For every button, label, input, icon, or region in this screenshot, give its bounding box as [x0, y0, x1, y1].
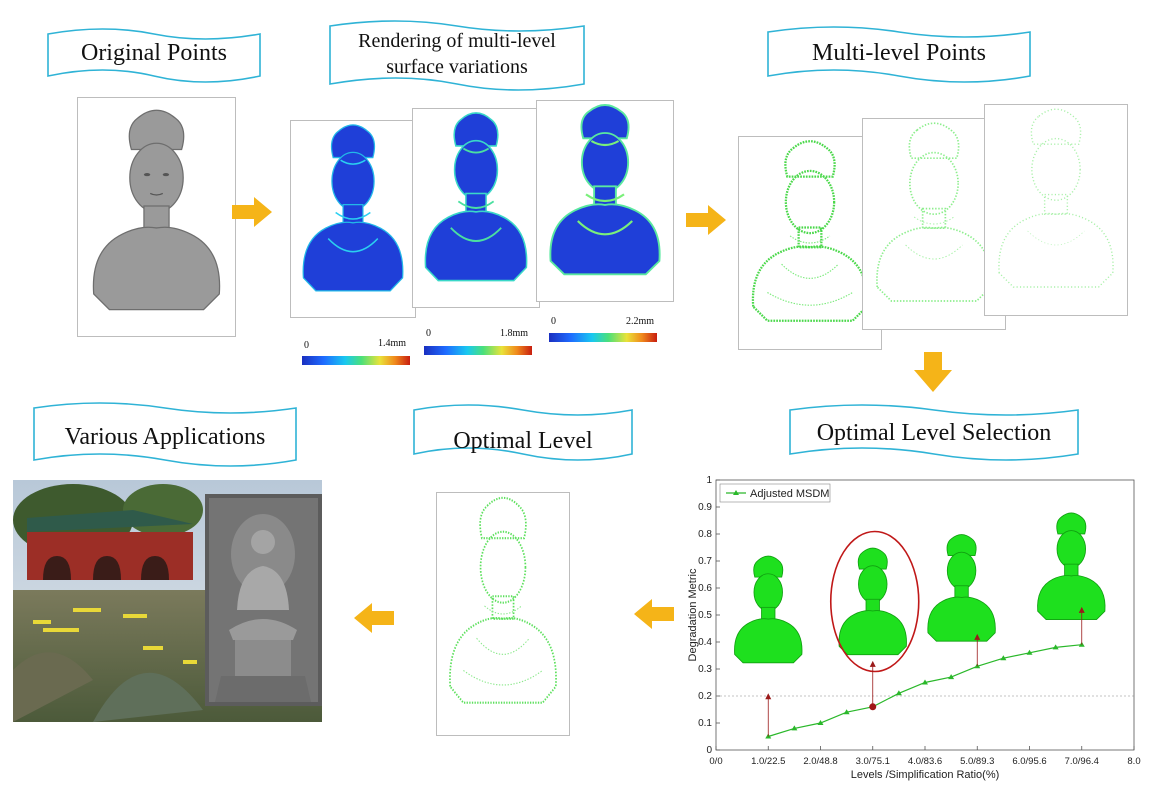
blue-statue-image: [302, 124, 404, 292]
left-arrow-icon: [354, 603, 394, 633]
colorbar-3-min: 0: [551, 316, 556, 327]
y-tick-label: 0.4: [698, 637, 712, 648]
x-tick-label: 4.0/83.6: [908, 756, 942, 767]
colorbar-2-min: 0: [426, 328, 431, 339]
green-points-statue: [998, 108, 1114, 288]
banner-label: Original Points: [80, 40, 227, 66]
right-arrow-icon: [232, 197, 272, 227]
applications-image: [13, 480, 322, 722]
banner-label: Optimal Level Selection: [816, 420, 1052, 446]
banner-shape: [47, 28, 261, 83]
surface-variation-image-3: [536, 100, 674, 302]
colorbar-3-max: 2.2mm: [626, 316, 655, 327]
colorbar-1-min: 0: [304, 340, 309, 351]
banner-label: Optimal Level: [453, 428, 593, 454]
y-tick-label: 0.7: [698, 556, 712, 567]
banner-optimal-level-selection: Optimal Level Selection: [786, 404, 1082, 466]
series-point: [791, 725, 798, 731]
banner-multi-level-points: Multi-level Points: [764, 26, 1034, 88]
pointer-head: [1078, 606, 1085, 613]
green-points-statue: [876, 122, 992, 302]
colorbar-2-max: 1.8mm: [500, 328, 529, 339]
green-statue-marker: [838, 547, 907, 656]
legend-label: Adjusted MSDM: [750, 488, 829, 500]
banner-rendering: Rendering of multi-level surface variati…: [326, 20, 588, 98]
x-tick-label: 6.0/95.6: [1012, 756, 1046, 767]
x-tick-label: 8.0: [1127, 756, 1140, 767]
x-tick-label: 1.0/22.5: [751, 756, 785, 767]
y-axis-label: Degradation Metric: [688, 568, 699, 661]
colorbar-1-max: 1.4mm: [378, 338, 407, 349]
highlight-circle: [829, 530, 920, 673]
y-tick-label: 0.2: [698, 691, 712, 702]
banner-shape: [413, 404, 633, 461]
colorbar-1: [302, 356, 410, 365]
banner-label-line2: surface variations: [386, 56, 528, 78]
banner-shape: [789, 404, 1079, 461]
down-arrow-icon: [914, 352, 952, 392]
y-tick-label: 0.5: [698, 610, 712, 621]
x-tick-label: 5.0/89.3: [960, 756, 994, 767]
series-point: [817, 720, 824, 725]
y-tick-label: 0.6: [698, 583, 712, 594]
x-tick-label: 0/0: [709, 756, 722, 767]
surface-variation-image-2: [412, 108, 540, 308]
x-tick-label: 7.0/96.4: [1065, 756, 1099, 767]
green-statue-marker: [927, 534, 996, 642]
green-statue-marker: [734, 555, 803, 664]
y-tick-label: 0.1: [698, 718, 712, 729]
multi-level-points-image-2: [862, 118, 1006, 330]
series-point: [843, 709, 850, 715]
banner-original-points: Original Points: [44, 28, 264, 88]
series-point: [1052, 644, 1059, 650]
virtual-scene-image: [13, 480, 322, 722]
optimal-level-image-frame: [436, 492, 570, 736]
legend-box: [719, 483, 831, 503]
banner-shape: [33, 402, 297, 467]
pointer-head: [974, 633, 981, 640]
series-line: [768, 644, 1082, 738]
green-statue-marker: [1037, 512, 1106, 621]
pointer-head: [869, 660, 876, 667]
x-axis-label: Levels /Simplification Ratio(%): [851, 769, 1000, 781]
banner-label: Various Applications: [64, 424, 266, 450]
banner-shape: [767, 26, 1031, 83]
gray-statue-image: [92, 109, 221, 311]
green-points-statue: [751, 140, 869, 322]
blue-statue-image: [424, 112, 528, 282]
series-point: [1026, 649, 1033, 655]
right-arrow-icon: [686, 205, 726, 235]
green-points-statue: [448, 496, 558, 704]
series-point: [895, 690, 902, 696]
multi-level-points-image-1: [738, 136, 882, 350]
left-arrow-icon: [634, 599, 674, 629]
series-point: [1000, 655, 1007, 661]
selected-point: [869, 703, 877, 711]
legend-marker: [733, 490, 739, 495]
banner-label: Multi-level Points: [812, 40, 986, 66]
colorbar-2: [424, 346, 532, 355]
blue-statue-image: [549, 104, 661, 276]
degradation-chart: 0 0.1 0.2 0.3 0.4 0.5 0.6 0.7 0.8 0.9 1 0/0 1.0/22.5…: [688, 475, 1141, 781]
y-tick-label: 0: [706, 745, 712, 756]
original-model-frame: [77, 97, 236, 337]
x-tick-label: 3.0/75.1: [856, 756, 890, 767]
y-tick-label: 0.8: [698, 529, 712, 540]
multi-level-points-image-3: [984, 104, 1128, 316]
banner-various-applications: Various Applications: [30, 402, 300, 472]
pointer-head: [765, 693, 772, 700]
y-tick-label: 1: [706, 475, 712, 486]
banner-shape: [329, 20, 585, 91]
colorbar-3: [549, 333, 657, 342]
series-point: [922, 679, 928, 685]
x-tick-label: 2.0/48.8: [803, 756, 837, 767]
y-tick-label: 0.9: [698, 502, 712, 513]
banner-label-line1: Rendering of multi-level: [358, 30, 556, 52]
y-tick-label: 0.3: [698, 664, 712, 675]
banner-optimal-level: Optimal Level: [410, 404, 636, 466]
surface-variation-image-1: [290, 120, 416, 318]
series-point: [948, 674, 955, 680]
